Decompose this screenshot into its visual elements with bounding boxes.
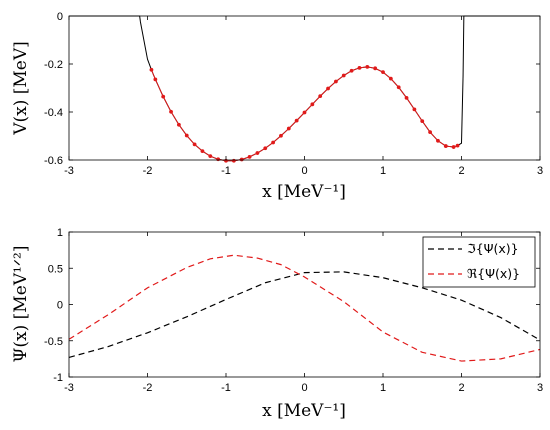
potential-line: [69, 15, 540, 162]
potential-fit-point: [169, 109, 173, 114]
potential-fit-point: [310, 102, 315, 107]
imag-psi-line: [68, 271, 541, 359]
potential-fit-point: [271, 140, 275, 145]
wavefunction-y-tick-label: -0.5: [44, 336, 63, 348]
potential-plot-frame: [68, 15, 541, 161]
potential-fit-point: [192, 142, 197, 147]
potential-fit-point: [455, 143, 460, 148]
wavefunction-x-tick-label: 1: [380, 382, 386, 394]
potential-x-tick-label: -3: [64, 165, 74, 177]
potential-fit-point: [412, 107, 417, 112]
potential-fit-point: [443, 144, 448, 148]
potential-fit-point: [153, 77, 158, 82]
potential-fit-point: [149, 67, 154, 72]
potential-x-tick-label: 0: [301, 165, 307, 177]
potential-fit-point: [388, 76, 393, 81]
potential-fit-point: [161, 94, 166, 99]
potential-x-axis-label: x [MeV⁻¹]: [262, 182, 346, 202]
potential-fit-point: [247, 154, 252, 159]
potential-fit-point: [373, 66, 378, 71]
potential-x-tick-label: -1: [221, 165, 231, 177]
potential-x-tick-label: -2: [143, 165, 153, 177]
wavefunction-x-tick-label: 0: [301, 382, 307, 394]
wavefunction-x-tick-label: -1: [221, 382, 231, 394]
potential-fit-point: [177, 122, 181, 127]
potential-fit-point: [239, 157, 244, 162]
legend-label-imag: ℑ{Ψ(x)}: [467, 241, 519, 256]
wavefunction-x-tick-label: -2: [143, 382, 153, 394]
potential-y-axis-label: V(x) [MeV]: [11, 41, 31, 136]
potential-x-tick-label: 1: [380, 165, 386, 177]
potential-fit-point: [231, 158, 236, 163]
potential-x-tick-label: 2: [458, 165, 464, 177]
potential-fit-point: [302, 110, 307, 115]
potential-fit-point: [334, 79, 338, 84]
potential-y-tick-label: -0.4: [44, 107, 63, 119]
wavefunction-y-tick-label: 1: [57, 227, 63, 239]
legend-box: [422, 236, 536, 288]
potential-fit-point: [208, 154, 213, 159]
potential-y-tick-label: 0: [57, 11, 63, 23]
potential-fit-point: [436, 138, 440, 143]
potential-fit-point: [420, 119, 425, 124]
legend-label-real: ℜ{Ψ(x)}: [467, 266, 520, 281]
potential-fit-point: [255, 151, 260, 155]
potential-fit-point: [357, 65, 362, 70]
potential-y-tick-label: -0.6: [44, 155, 63, 167]
potential-fit-point: [184, 133, 189, 138]
legend: ℑ{Ψ(x)} ℜ{Ψ(x)}: [422, 236, 536, 288]
potential-fit-point: [396, 85, 401, 90]
potential-fit-point: [428, 130, 432, 135]
potential-fit-point: [404, 95, 409, 100]
potential-x-tick-label: 3: [537, 165, 543, 177]
potential-fit-point: [263, 146, 268, 151]
wavefunction-x-tick-label: 3: [537, 382, 543, 394]
potential-panel: -3 -2 -1 0 1 2 3 0 -0.2 -0.4 -0.6 x [MeV⁻¹] V(x) …: [11, 11, 543, 202]
potential-fit-point: [318, 94, 323, 99]
potential-fit-point: [326, 86, 330, 91]
potential-fit-point: [365, 64, 370, 69]
wavefunction-x-tick-label: -3: [64, 382, 74, 394]
potential-fit-point: [200, 149, 205, 154]
wavefunction-y-tick-label: 0: [57, 300, 63, 312]
potential-y-tick-label: -0.2: [44, 59, 63, 71]
wavefunction-y-tick-label: -1: [53, 372, 63, 384]
wavefunction-y-axis-label: Ψ(x) [MeV¹ᐟ²]: [11, 246, 31, 363]
potential-fit-point: [451, 145, 456, 149]
real-psi-line: [68, 254, 541, 362]
potential-fit-point: [216, 157, 221, 162]
wavefunction-x-tick-label: 2: [458, 382, 464, 394]
wavefunction-y-tick-label: 0.5: [48, 263, 63, 275]
potential-fit-point: [341, 73, 346, 78]
potential-fit-point: [294, 118, 299, 123]
potential-fit-point: [279, 133, 283, 138]
potential-fit-point: [381, 70, 385, 75]
potential-fit-point: [349, 68, 354, 73]
potential-fit-point: [286, 126, 291, 131]
wavefunction-panel: -3 -2 -1 0 1 2 3 1 0.5 0 -0.5 -1 ℑ{Ψ(x)} ℜ{Ψ(x)} x…: [11, 227, 543, 421]
wavefunction-x-axis-label: x [MeV⁻¹]: [262, 401, 346, 421]
